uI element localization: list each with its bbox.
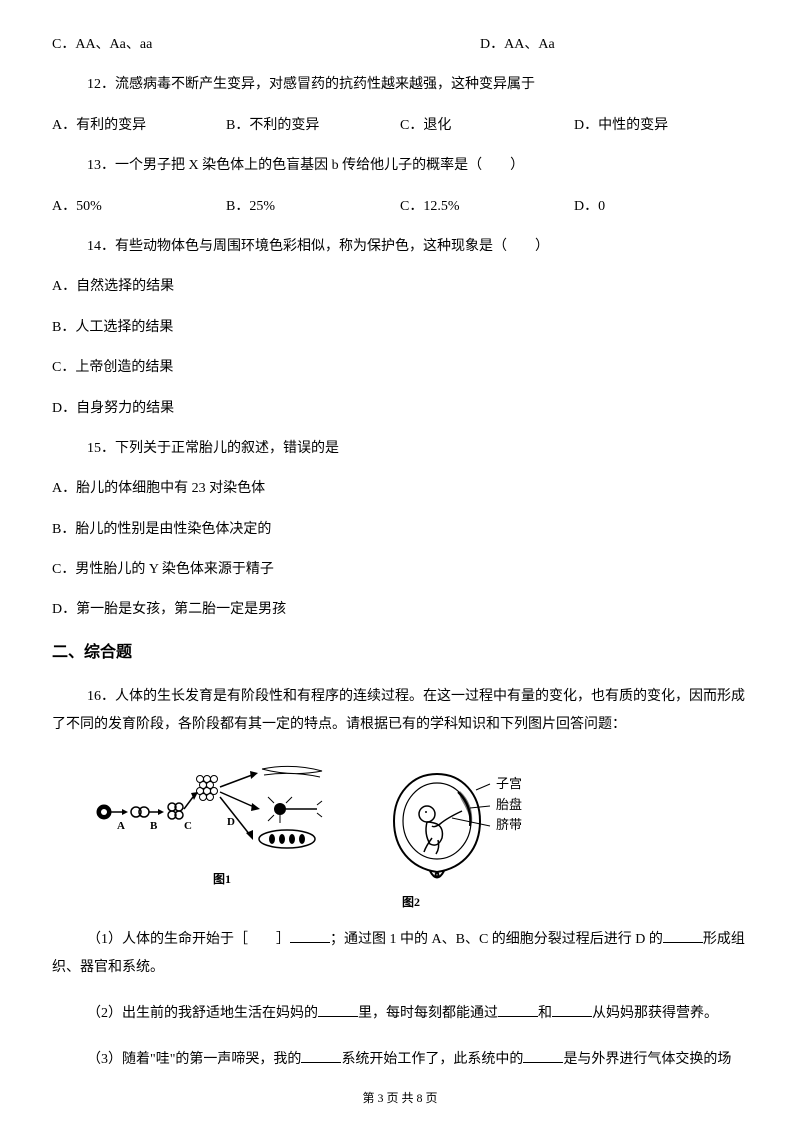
q16-sub2: （2）出生前的我舒适地生活在妈妈的 里，每时每刻都能通过 和 从妈妈那获得营养。 <box>52 1000 748 1028</box>
q12-option-c: C．退化 <box>400 115 574 137</box>
q16-sub2-mid1: 里，每时每刻都能通过 <box>358 1006 498 1021</box>
fig2-label-uterus: 子宫 <box>496 774 522 795</box>
blank <box>663 929 703 943</box>
q16-sub2-end: 从妈妈那获得营养。 <box>592 1006 718 1021</box>
fig2-label-placenta: 胎盘 <box>496 795 522 816</box>
section-2-title: 二、综合题 <box>52 640 748 666</box>
q12-stem: 12．流感病毒不断产生变异，对感冒药的抗药性越来越强，这种变异属于 <box>52 74 748 96</box>
q14-option-b: B．人工选择的结果 <box>52 317 748 339</box>
q14-option-c: C．上帝创造的结果 <box>52 357 748 379</box>
blank <box>301 1049 341 1063</box>
q11-options-cd: C．AA、Aa、aa D．AA、Aa <box>52 34 748 56</box>
q15-stem: 15．下列关于正常胎儿的叙述，错误的是 <box>52 438 748 460</box>
figure-1-label: 图1 <box>92 870 352 889</box>
q15-option-d: D．第一胎是女孩，第二胎一定是男孩 <box>52 599 748 621</box>
q13-option-d: D．0 <box>574 196 748 218</box>
q13-options: A．50% B．25% C．12.5% D．0 <box>52 196 748 218</box>
blank <box>498 1003 538 1017</box>
q15-option-b: B．胎儿的性别是由性染色体决定的 <box>52 519 748 541</box>
q12-options: A．有利的变异 B．不利的变异 C．退化 D．中性的变异 <box>52 115 748 137</box>
q16-sub1-pre: （1）人体的生命开始于［ ］ <box>87 932 290 947</box>
figure-2: 子宫 胎盘 脐带 <box>382 766 522 881</box>
q16-sub3-end: 是与外界进行气体交换的场 <box>563 1052 731 1067</box>
svg-text:D: D <box>227 816 235 828</box>
q13-option-b: B．25% <box>226 196 400 218</box>
q13-option-c: C．12.5% <box>400 196 574 218</box>
blank <box>523 1049 563 1063</box>
fig2-label-umbilical: 脐带 <box>496 815 522 836</box>
q16-sub3: （3）随着"哇"的第一声啼哭，我的 系统开始工作了，此系统中的 是与外界进行气体交换… <box>52 1046 748 1074</box>
blank <box>552 1003 592 1017</box>
blank <box>318 1003 358 1017</box>
blank <box>290 929 330 943</box>
q16-sub2-mid2: 和 <box>538 1006 552 1021</box>
q14-option-a: A．自然选择的结果 <box>52 276 748 298</box>
figure-1: A B C <box>92 757 352 889</box>
q11-option-d: D．AA、Aa <box>480 34 748 56</box>
q13-stem: 13．一个男子把 X 染色体上的色盲基因 b 传给他儿子的概率是（ ） <box>52 155 748 177</box>
q16-figures: A B C <box>92 757 748 889</box>
q16-sub1-mid: ；通过图 1 中的 A、B、C 的细胞分裂过程后进行 D 的 <box>330 932 663 947</box>
figure-2-label: 图2 <box>402 893 748 912</box>
page-footer: 第 3 页 共 8 页 <box>0 1089 800 1108</box>
q13-option-a: A．50% <box>52 196 226 218</box>
q11-option-c: C．AA、Aa、aa <box>52 34 320 56</box>
q16-sub3-pre: （3）随着"哇"的第一声啼哭，我的 <box>87 1052 301 1067</box>
q15-option-a: A．胎儿的体细胞中有 23 对染色体 <box>52 478 748 500</box>
q12-option-b: B．不利的变异 <box>226 115 400 137</box>
q16-sub3-mid: 系统开始工作了，此系统中的 <box>341 1052 523 1067</box>
q12-option-d: D．中性的变异 <box>574 115 748 137</box>
q14-stem: 14．有些动物体色与周围环境色彩相似，称为保护色，这种现象是（ ） <box>52 236 748 258</box>
svg-text:B: B <box>150 820 158 832</box>
q14-option-d: D．自身努力的结果 <box>52 398 748 420</box>
q16-stem: 16．人体的生长发育是有阶段性和有程序的连续过程。在这一过程中有量的变化，也有质… <box>52 683 748 739</box>
svg-text:C: C <box>184 820 192 832</box>
q16-sub1: （1）人体的生命开始于［ ］ ；通过图 1 中的 A、B、C 的细胞分裂过程后进行… <box>52 926 748 982</box>
q15-option-c: C．男性胎儿的 Y 染色体来源于精子 <box>52 559 748 581</box>
svg-text:A: A <box>117 820 125 832</box>
q12-option-a: A．有利的变异 <box>52 115 226 137</box>
q16-sub2-pre: （2）出生前的我舒适地生活在妈妈的 <box>87 1006 318 1021</box>
